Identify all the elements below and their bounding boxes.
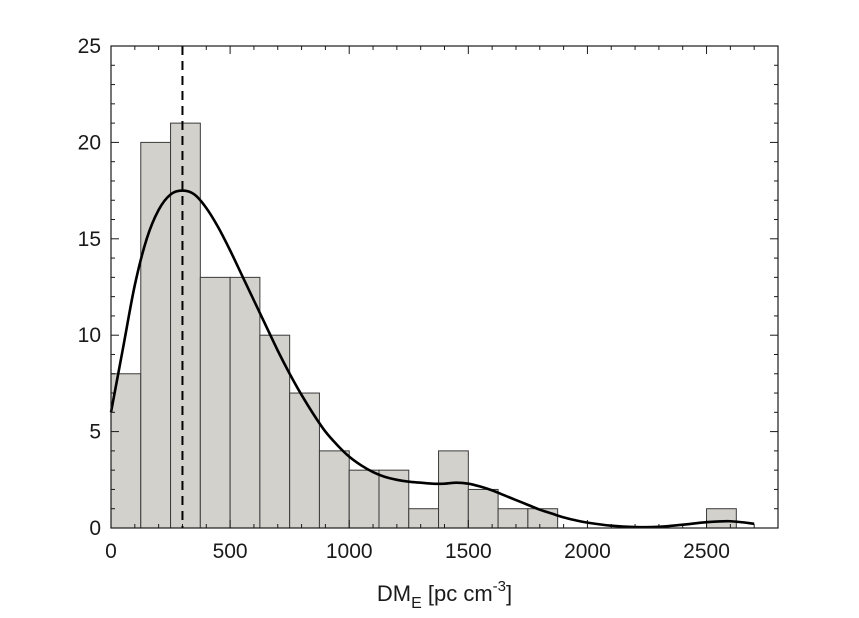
x-tick-label: 2500 <box>683 540 730 563</box>
histogram-bar <box>140 141 172 529</box>
x-tick-label: 500 <box>213 540 248 563</box>
x-axis-label-close: ] <box>506 581 512 606</box>
histogram-bar <box>438 450 469 529</box>
histogram-bar <box>497 508 529 529</box>
y-tick-label: 5 <box>89 421 101 444</box>
y-tick-label: 15 <box>78 228 101 251</box>
histogram-bars <box>110 122 737 529</box>
x-axis-label: DME [pc cm-3] <box>377 578 512 612</box>
y-tick-label: 10 <box>78 324 101 347</box>
histogram-bar <box>229 276 261 529</box>
x-axis-label-superscript: -3 <box>493 578 506 595</box>
histogram-bar <box>289 392 320 529</box>
histogram-bar <box>110 373 142 529</box>
x-axis-label-main: DM <box>377 581 411 606</box>
histogram-bar <box>259 334 291 529</box>
histogram-bar <box>199 276 231 529</box>
y-tick-label: 20 <box>78 131 101 154</box>
plot-frame <box>110 45 779 529</box>
histogram-bar <box>348 469 380 529</box>
x-axis-label-subscript: E <box>411 595 422 612</box>
histogram-bar <box>318 450 350 529</box>
x-axis-label-units: [pc cm <box>422 581 493 606</box>
x-tick-label: 1500 <box>445 540 492 563</box>
tick-labels: 0 500 1000 1500 2000 2500 0 5 10 15 20 25 <box>78 35 730 563</box>
x-tick-label: 0 <box>105 540 117 563</box>
y-tick-label: 25 <box>78 35 101 58</box>
histogram-bar <box>467 488 499 529</box>
x-tick-label: 2000 <box>564 540 611 563</box>
y-tick-label: 0 <box>89 517 101 540</box>
histogram-bar <box>408 508 440 529</box>
histogram-bar <box>706 508 737 529</box>
density-curve <box>109 189 755 529</box>
x-tick-label: 1000 <box>326 540 373 563</box>
histogram-bar <box>170 122 201 529</box>
